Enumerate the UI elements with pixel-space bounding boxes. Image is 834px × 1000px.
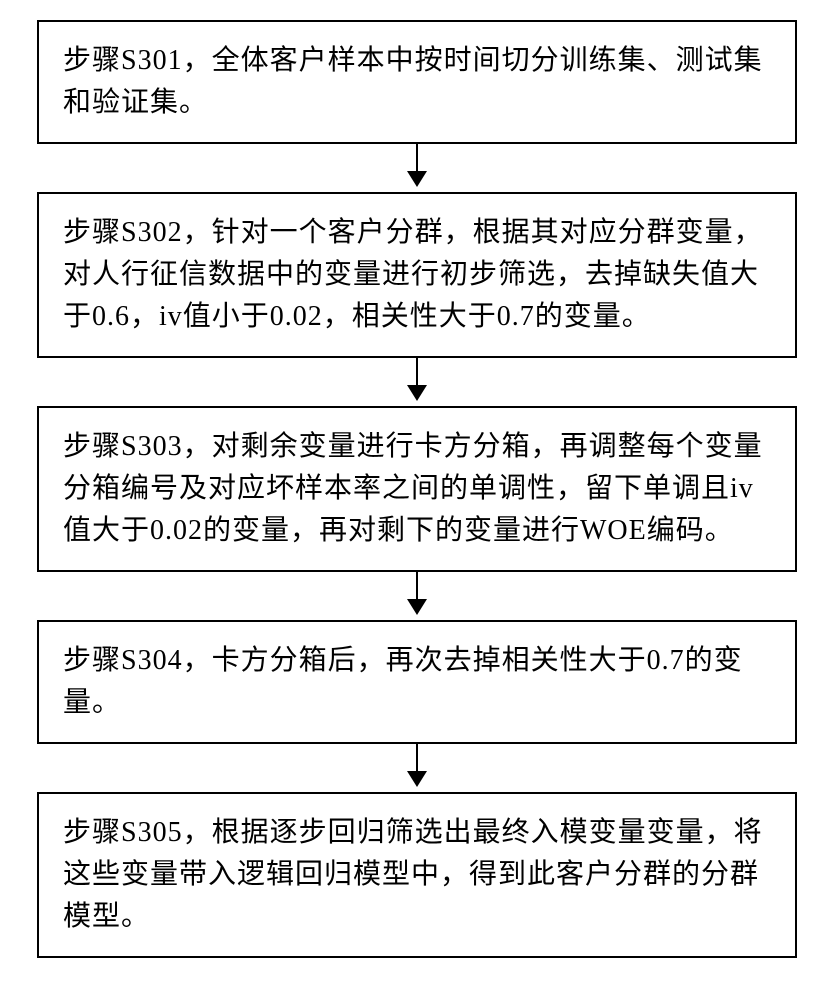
flowchart-arrow xyxy=(407,144,427,192)
flowchart-step-s301: 步骤S301，全体客户样本中按时间切分训练集、测试集和验证集。 xyxy=(37,20,797,144)
arrow-head-icon xyxy=(407,599,427,615)
step-text: 步骤S303，对剩余变量进行卡方分箱，再调整每个变量分箱编号及对应坏样本率之间的… xyxy=(63,431,763,546)
flowchart-arrow xyxy=(407,744,427,792)
flowchart-step-s303: 步骤S303，对剩余变量进行卡方分箱，再调整每个变量分箱编号及对应坏样本率之间的… xyxy=(37,406,797,572)
step-text: 步骤S305，根据逐步回归筛选出最终入模变量变量，将这些变量带入逻辑回归模型中，… xyxy=(63,817,763,932)
arrow-line xyxy=(416,358,418,386)
flowchart-step-s302: 步骤S302，针对一个客户分群，根据其对应分群变量，对人行征信数据中的变量进行初… xyxy=(37,192,797,358)
flowchart-step-s305: 步骤S305，根据逐步回归筛选出最终入模变量变量，将这些变量带入逻辑回归模型中，… xyxy=(37,792,797,958)
step-text: 步骤S304，卡方分箱后，再次去掉相关性大于0.7的变量。 xyxy=(63,645,743,718)
flowchart-arrow xyxy=(407,572,427,620)
arrow-line xyxy=(416,572,418,600)
step-text: 步骤S302，针对一个客户分群，根据其对应分群变量，对人行征信数据中的变量进行初… xyxy=(63,217,763,332)
arrow-head-icon xyxy=(407,771,427,787)
arrow-head-icon xyxy=(407,171,427,187)
arrow-line xyxy=(416,144,418,172)
arrow-head-icon xyxy=(407,385,427,401)
arrow-line xyxy=(416,744,418,772)
flowchart-arrow xyxy=(407,358,427,406)
step-text: 步骤S301，全体客户样本中按时间切分训练集、测试集和验证集。 xyxy=(63,45,763,118)
flowchart-step-s304: 步骤S304，卡方分箱后，再次去掉相关性大于0.7的变量。 xyxy=(37,620,797,744)
